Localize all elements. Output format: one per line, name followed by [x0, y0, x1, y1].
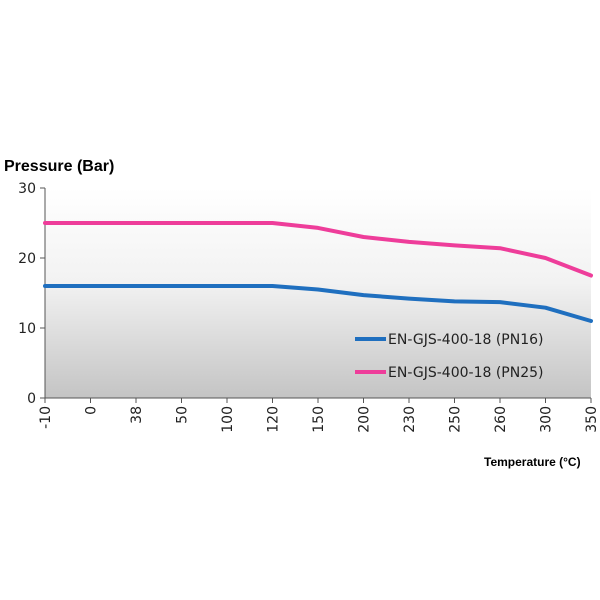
y-tick-label: 0 [27, 391, 36, 407]
x-tick-label: 250 [448, 406, 464, 433]
legend: EN-GJS-400-18 (PN16) EN-GJS-400-18 (PN25) [355, 332, 544, 381]
series-line-2 [43, 221, 593, 278]
series-line-1 [43, 284, 593, 323]
x-tick-label: 200 [357, 406, 373, 433]
y-axis: 0 10 20 30 [18, 181, 46, 407]
x-tick-label: 100 [220, 406, 236, 433]
x-axis-title: Temperature (°C) [484, 455, 581, 469]
y-tick-label: 20 [18, 251, 36, 267]
y-tick-label: 10 [18, 321, 36, 337]
x-tick-label: 230 [402, 406, 418, 433]
x-axis: -10 0 38 50 100 120 150 200 230 250 260 300 350 [38, 397, 600, 433]
series-lines [43, 221, 593, 323]
x-tick-label: 50 [175, 406, 191, 424]
x-tick-label: 38 [129, 406, 145, 424]
x-tick-label: 120 [266, 406, 282, 433]
y-tick-label: 30 [18, 181, 36, 197]
x-tick-label: 260 [493, 406, 509, 433]
x-tick-label: 300 [539, 406, 555, 433]
x-tick-label: 150 [311, 406, 327, 433]
x-tick-label: 0 [84, 406, 100, 415]
x-tick-label: -10 [38, 406, 54, 429]
y-axis-title: Pressure (Bar) [4, 158, 114, 175]
legend-label-2: EN-GJS-400-18 (PN25) [388, 365, 544, 381]
legend-label-1: EN-GJS-400-18 (PN16) [388, 332, 544, 348]
x-tick-label: 350 [584, 406, 600, 433]
